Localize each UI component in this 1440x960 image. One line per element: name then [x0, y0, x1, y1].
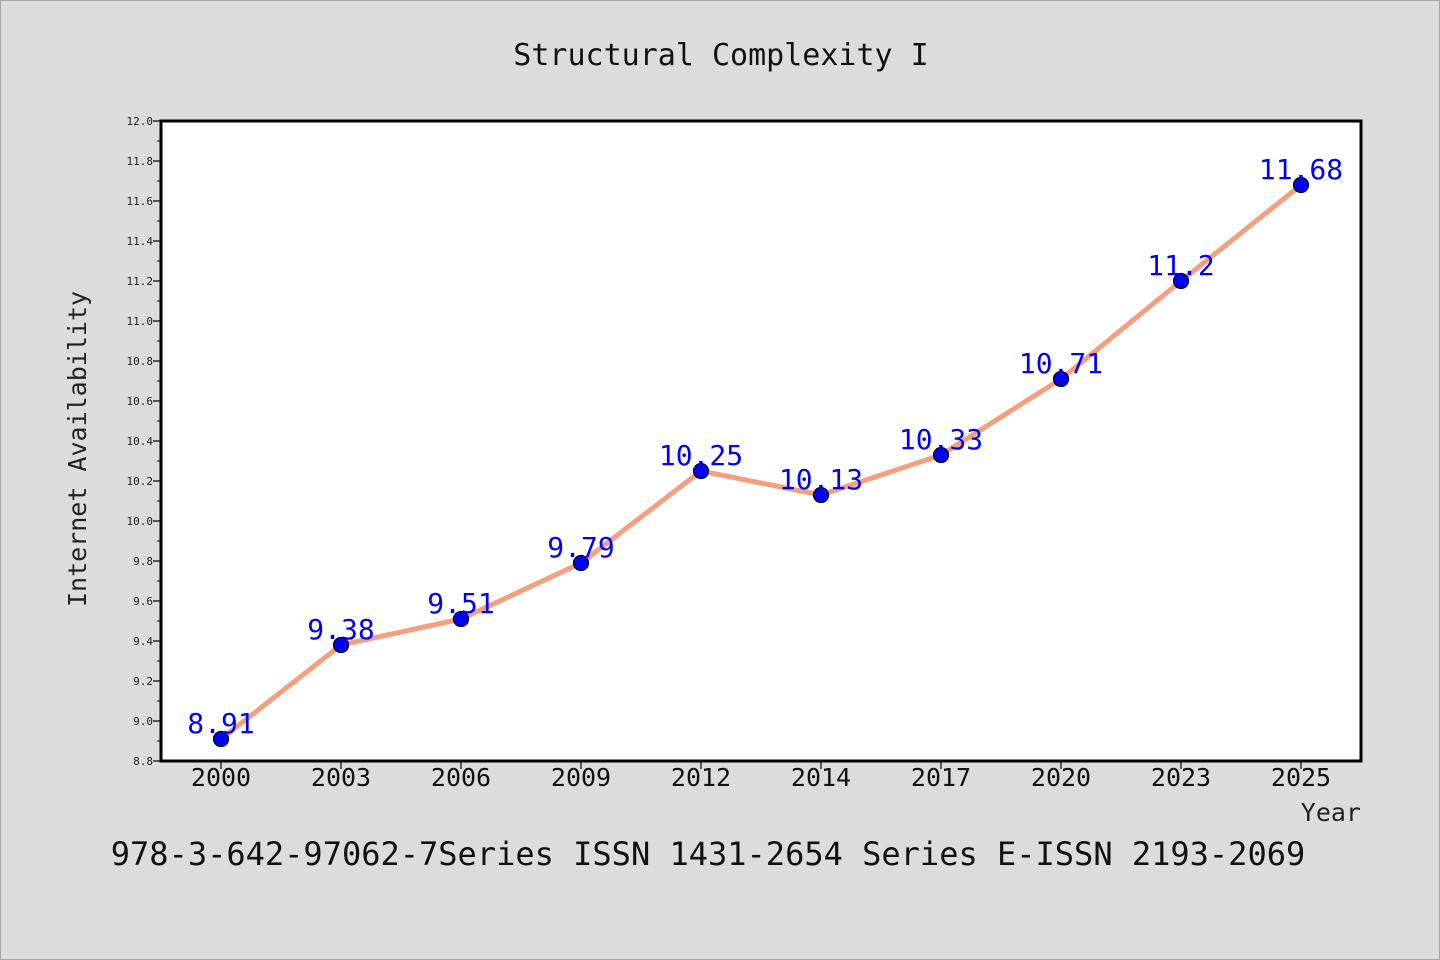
- data-label: 9.79: [547, 531, 614, 564]
- y-tick-label: 11.6: [127, 195, 154, 208]
- y-tick-label: 11.2: [127, 275, 154, 288]
- data-point-marker: [1052, 370, 1070, 388]
- y-tick-label: 11.4: [127, 235, 154, 248]
- y-tick-label: 9.4: [133, 635, 153, 648]
- series-line: [218, 182, 1304, 742]
- y-tick-label: 8.8: [133, 755, 153, 768]
- x-tick-label: 2006: [431, 763, 491, 792]
- y-tick-label: 11.0: [127, 315, 154, 328]
- y-tick-label: 11.8: [127, 155, 154, 168]
- x-tick-label: 2014: [791, 763, 851, 792]
- y-axis-ticks: 8.8 9.0 9.2 9.4 9.6 9.8 10.0 10.2 10.4 10.6 10.8 11…: [127, 115, 161, 768]
- y-tick-label: 12.0: [127, 115, 154, 128]
- y-tick-label: 10.8: [127, 355, 154, 368]
- data-point-marker: [1292, 176, 1310, 194]
- data-label: 11.2: [1147, 249, 1214, 282]
- data-point-marker: [212, 730, 230, 748]
- y-tick-label: 9.0: [133, 715, 153, 728]
- y-tick-label: 10.0: [127, 515, 154, 528]
- data-label: 10.71: [1019, 347, 1103, 380]
- data-point-marker: [692, 462, 710, 480]
- x-tick-label: 2003: [311, 763, 371, 792]
- markers-group: [212, 176, 1310, 748]
- data-point-marker: [572, 554, 590, 572]
- y-tick-label: 9.6: [133, 595, 153, 608]
- data-point-marker: [812, 486, 830, 504]
- x-tick-label: 2025: [1271, 763, 1331, 792]
- y-tick-label: 10.6: [127, 395, 154, 408]
- x-tick-label: 2009: [551, 763, 611, 792]
- plot-area: [159, 119, 1363, 763]
- y-tick-label: 10.2: [127, 475, 154, 488]
- data-label: 9.38: [307, 613, 374, 646]
- data-point-marker: [332, 636, 350, 654]
- data-labels-group: 8.91 9.38 9.51 9.79 10.25 10.13 10.33 10.71 11.2…: [187, 153, 1343, 740]
- x-tick-label: 2020: [1031, 763, 1091, 792]
- data-label: 10.25: [659, 439, 743, 472]
- data-point-marker: [452, 610, 470, 628]
- data-label: 10.33: [899, 423, 983, 456]
- x-tick-label: 2000: [191, 763, 251, 792]
- series-line-group: [218, 182, 1304, 742]
- x-axis-ticks: 2000 2003 2006 2009 2012 2014 2017 2020 2023 2025: [191, 761, 1331, 792]
- x-tick-label: 2023: [1151, 763, 1211, 792]
- footer-isbn-issn: 978-3-642-97062-7Series ISSN 1431-2654 S…: [111, 835, 1305, 873]
- y-tick-label: 9.2: [133, 675, 153, 688]
- y-tick-label: 9.8: [133, 555, 153, 568]
- data-label: 9.51: [427, 587, 494, 620]
- data-point-marker: [1172, 272, 1190, 290]
- x-tick-label: 2012: [671, 763, 731, 792]
- data-label: 8.91: [187, 707, 254, 740]
- y-tick-label: 10.4: [127, 435, 154, 448]
- x-axis-title: Year: [1301, 798, 1361, 827]
- y-axis-title: Internet Availability: [63, 291, 92, 607]
- data-label: 11.68: [1259, 153, 1343, 186]
- data-label: 10.13: [779, 463, 863, 496]
- data-point-marker: [932, 446, 950, 464]
- chart-title: Structural Complexity I: [513, 38, 928, 73]
- x-tick-label: 2017: [911, 763, 971, 792]
